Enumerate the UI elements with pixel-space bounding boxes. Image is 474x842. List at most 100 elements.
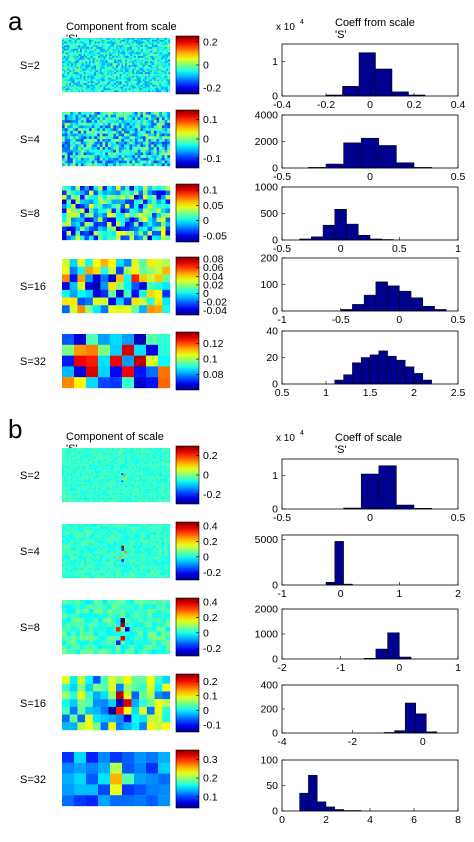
heatmap-cell: [101, 455, 104, 458]
heatmap-cell: [161, 462, 163, 465]
heatmap-cell: [117, 475, 120, 477]
heatmap-cell: [71, 489, 73, 492]
heatmap-cell: [63, 68, 66, 71]
heatmap-cell: [130, 57, 133, 60]
heatmap-cell: [72, 496, 75, 499]
heatmap-cell: [126, 149, 130, 153]
heatmap-cell: [69, 59, 72, 62]
heatmap-cell: [143, 469, 145, 472]
heatmap-cell: [123, 458, 126, 461]
heatmap-cell: [121, 47, 124, 49]
heatmap-cell: [150, 457, 153, 459]
heatmap-cell: [132, 489, 135, 492]
heatmap-cell: [143, 226, 148, 232]
heatmap-cell: [108, 467, 111, 470]
heatmap-cell: [105, 90, 108, 93]
heatmap-cell: [89, 43, 91, 46]
heatmap-cell: [143, 235, 148, 241]
heatmap-cell: [83, 72, 86, 75]
heatmap-cell: [70, 155, 73, 159]
heatmap-cell: [85, 39, 88, 42]
heatmap-cell: [128, 482, 131, 485]
heatmap-cell: [107, 77, 109, 80]
heatmap-cell: [129, 139, 133, 142]
heatmap-cell: [146, 289, 155, 298]
heatmap-cell: [96, 455, 99, 458]
heatmap-cell: [92, 77, 95, 80]
heatmap-cell: [111, 222, 117, 227]
heatmap-cell: [67, 47, 70, 49]
heatmap-cell: [78, 136, 82, 140]
heatmap-cell: [145, 524, 149, 527]
heatmap-cell: [137, 476, 140, 479]
heatmap-cell: [116, 144, 119, 148]
heatmap-cell: [132, 498, 135, 501]
heatmap-cell: [150, 68, 153, 71]
heatmap-cell: [132, 149, 136, 153]
heatmap-cell: [94, 160, 98, 164]
heatmap-cell: [63, 462, 66, 465]
heatmap-cell: [66, 235, 72, 241]
heatmap-cell: [143, 84, 145, 87]
heatmap-cell: [92, 41, 95, 44]
heatmap-cell: [135, 458, 138, 461]
heatmap-cell: [147, 235, 153, 241]
heatmap-cell: [164, 526, 168, 530]
heatmap-cell: [94, 122, 98, 126]
heatmap-cell: [137, 462, 140, 465]
heatmap-cell: [130, 500, 133, 503]
heatmap-cell: [143, 81, 145, 84]
heatmap-cell: [67, 114, 71, 118]
heatmap-cell: [143, 79, 145, 82]
heatmap-cell: [110, 480, 113, 483]
heatmap-cell: [157, 59, 160, 62]
heatmap-cell: [125, 83, 127, 85]
heatmap-cell: [76, 74, 79, 76]
heatmap-cell: [91, 526, 95, 530]
heatmap-cell: [110, 155, 114, 159]
heatmap-cell: [143, 467, 145, 470]
heatmap-cell: [65, 466, 68, 468]
heatmap-cell: [157, 38, 160, 40]
heatmap-cell: [98, 54, 100, 57]
heatmap-cell: [85, 457, 88, 459]
heatmap-cell: [90, 63, 93, 66]
heatmap-cell: [78, 480, 81, 483]
heatmap-cell: [117, 66, 120, 69]
heatmap-cell: [153, 478, 156, 481]
heatmap-cell: [105, 136, 109, 140]
heatmap-cell: [155, 56, 158, 58]
heatmap-cell: [110, 47, 113, 49]
heatmap-cell: [168, 484, 171, 486]
heatmap-cell: [128, 494, 131, 497]
heatmap-cell: [134, 72, 136, 75]
heatmap-cell: [161, 43, 163, 46]
heatmap-cell: [117, 467, 120, 470]
heatmap-cell: [94, 114, 98, 118]
heatmap-cell: [84, 226, 90, 232]
heatmap-cell: [166, 54, 169, 57]
heatmap-cell: [83, 41, 86, 44]
heatmap-cell: [89, 204, 94, 209]
heatmap-cell: [92, 50, 95, 53]
heatmap-cell: [85, 86, 88, 89]
heatmap-cell: [155, 47, 158, 49]
heatmap-cell: [146, 449, 149, 452]
heatmap-cell: [148, 48, 151, 51]
heatmap-cell: [157, 39, 160, 42]
heatmap-cell: [62, 48, 64, 51]
heatmap-cell: [76, 56, 79, 58]
heatmap-cell: [134, 500, 136, 503]
heatmap-cell: [150, 482, 153, 485]
heatmap-cell: [137, 526, 141, 530]
heatmap-cell: [78, 77, 81, 80]
heatmap-cell: [145, 114, 149, 118]
heatmap-cell: [85, 469, 88, 472]
heatmap-cell: [78, 122, 82, 126]
heatmap-cell: [103, 484, 106, 486]
heatmap-cell: [65, 476, 68, 479]
heatmap-cell: [69, 485, 72, 488]
heatmap-cell: [161, 90, 163, 93]
heatmap-cell: [107, 125, 111, 129]
heatmap-cell: [62, 50, 64, 53]
